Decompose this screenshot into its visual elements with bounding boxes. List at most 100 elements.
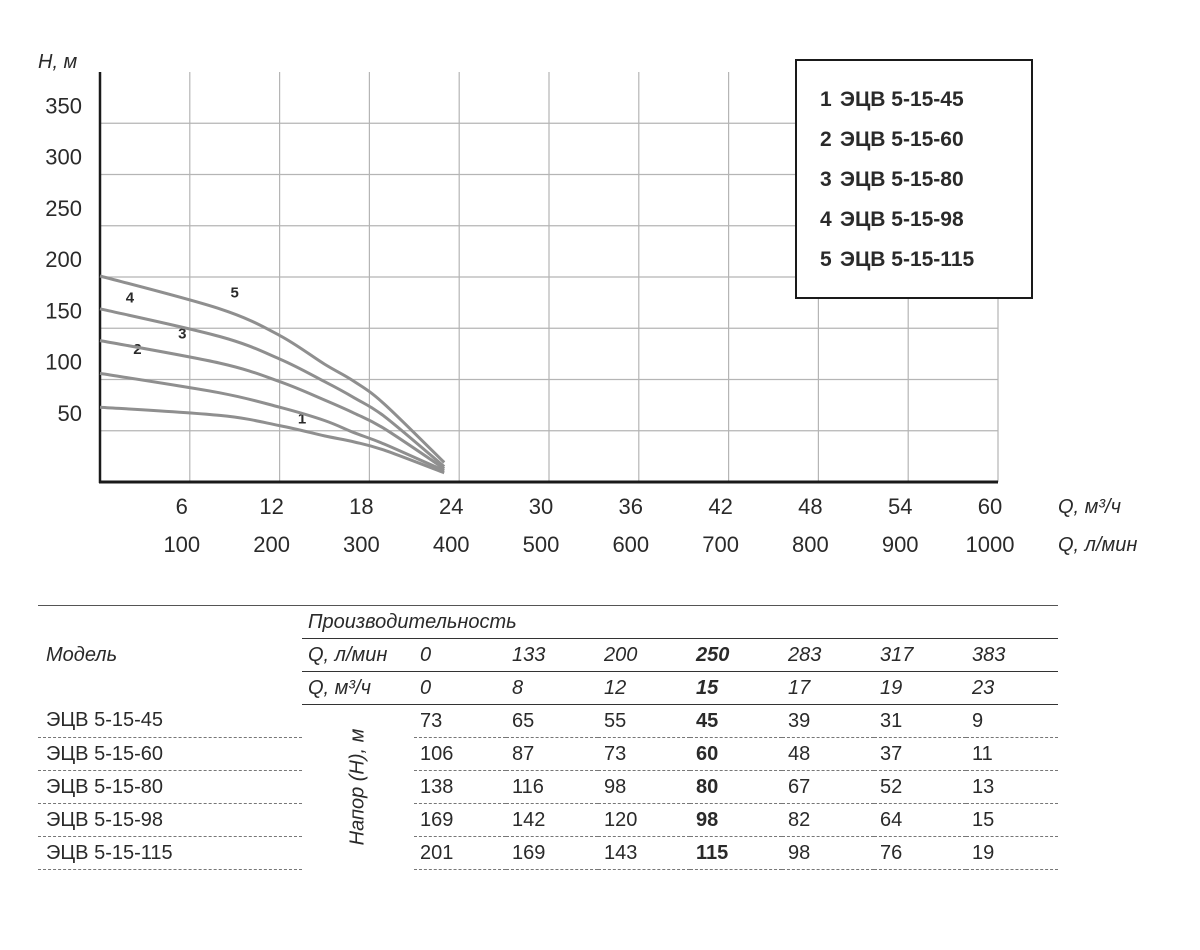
y-axis-label: H, м (38, 51, 78, 73)
series-number-label: 4 (126, 290, 135, 307)
series-line-4 (99, 307, 446, 468)
head-value: 15 (966, 803, 1058, 837)
tick-labels: 5010015020025030035061001220018300244003… (45, 93, 1014, 557)
head-value: 55 (598, 704, 690, 738)
flow-lmin-value: 317 (874, 638, 966, 672)
y-tick-label: 50 (58, 401, 82, 426)
flow-lmin-label: Q, л/мин (302, 638, 414, 672)
x-tick-label-m3h: 6 (176, 494, 188, 519)
x-tick-label-m3h: 18 (349, 494, 373, 519)
flow-m3h-value: 15 (690, 671, 782, 705)
model-name: ЭЦВ 5-15-45 (38, 704, 302, 738)
legend-series-name: ЭЦВ 5-15-60 (840, 128, 964, 151)
x-tick-label-m3h: 36 (619, 494, 643, 519)
model-name: ЭЦВ 5-15-115 (38, 836, 302, 870)
legend-series-name: ЭЦВ 5-15-115 (840, 248, 975, 271)
legend-number: 2 (820, 128, 832, 151)
head-value: 52 (874, 770, 966, 804)
head-value: 142 (506, 803, 598, 837)
legend-series-name: ЭЦВ 5-15-98 (840, 208, 964, 231)
flow-m3h-value: 17 (782, 671, 874, 705)
series-line-5 (99, 274, 446, 464)
x-tick-label-m3h: 12 (259, 494, 283, 519)
head-value: 138 (414, 770, 506, 804)
model-name: ЭЦВ 5-15-98 (38, 803, 302, 837)
flow-m3h-value: 0 (414, 671, 506, 705)
flow-lmin-value: 283 (782, 638, 874, 672)
flow-m3h-value: 23 (966, 671, 1058, 705)
y-tick-label: 350 (45, 93, 82, 118)
head-value: 80 (690, 770, 782, 804)
x-tick-label-m3h: 48 (798, 494, 822, 519)
x-tick-label-lmin: 500 (523, 532, 560, 557)
flow-m3h-value: 8 (506, 671, 598, 705)
performance-table: Модель Производительность Q, л/мин 0 133 200 2… (38, 605, 1058, 870)
model-column-header: Модель (38, 605, 302, 705)
head-value: 31 (874, 704, 966, 738)
model-name: ЭЦВ 5-15-60 (38, 737, 302, 771)
legend-number: 4 (820, 208, 832, 231)
head-value: 120 (598, 803, 690, 837)
head-value: 169 (506, 836, 598, 870)
model-name: ЭЦВ 5-15-80 (38, 770, 302, 804)
head-value: 169 (414, 803, 506, 837)
x-tick-label-lmin: 1000 (966, 532, 1015, 557)
flow-lmin-value: 0 (414, 638, 506, 672)
x-tick-label-m3h: 54 (888, 494, 912, 519)
head-value: 98 (690, 803, 782, 837)
head-label-cell: Напор (H), м (302, 705, 414, 870)
x-tick-label-lmin: 600 (612, 532, 649, 557)
head-value: 106 (414, 737, 506, 771)
head-value: 60 (690, 737, 782, 771)
head-value: 82 (782, 803, 874, 837)
x-tick-label-lmin: 700 (702, 532, 739, 557)
x-tick-label-m3h: 60 (978, 494, 1002, 519)
legend-number: 5 (820, 248, 832, 271)
head-value: 11 (966, 737, 1058, 771)
series-number-label: 1 (298, 411, 306, 428)
series-line-2 (99, 371, 445, 473)
x-tick-label-lmin: 400 (433, 532, 470, 557)
flow-m3h-value: 12 (598, 671, 690, 705)
head-value: 19 (966, 836, 1058, 870)
legend-series-name: ЭЦВ 5-15-45 (840, 88, 964, 111)
y-tick-label: 250 (45, 196, 82, 221)
x-tick-label-m3h: 30 (529, 494, 553, 519)
legend-box (795, 59, 1033, 299)
head-value: 13 (966, 770, 1058, 804)
head-value: 201 (414, 836, 506, 870)
series-number-label: 3 (178, 326, 186, 343)
x-axis-label-m3h: Q, м³/ч (1058, 496, 1121, 518)
x-tick-label-m3h: 24 (439, 494, 463, 519)
flow-lmin-value: 250 (690, 638, 782, 672)
head-value: 39 (782, 704, 874, 738)
head-value: 9 (966, 704, 1058, 738)
head-value: 87 (506, 737, 598, 771)
performance-header: Производительность (302, 605, 1058, 639)
series-number-label: 2 (133, 341, 141, 358)
x-tick-label-lmin: 100 (163, 532, 200, 557)
flow-lmin-value: 383 (966, 638, 1058, 672)
head-value: 73 (414, 704, 506, 738)
head-value: 45 (690, 704, 782, 738)
series-line-3 (99, 339, 446, 470)
head-value: 143 (598, 836, 690, 870)
legend-number: 3 (820, 168, 832, 191)
x-tick-label-lmin: 800 (792, 532, 829, 557)
x-axis-label-lmin: Q, л/мин (1058, 534, 1137, 556)
y-tick-label: 150 (45, 298, 82, 323)
series-line-1 (99, 405, 445, 475)
legend: 1 ЭЦВ 5-15-45 2 ЭЦВ 5-15-60 3 ЭЦВ 5-15-80 4 ЭЦВ… (795, 59, 1033, 299)
y-tick-label: 100 (45, 350, 82, 375)
flow-lmin-value: 200 (598, 638, 690, 672)
head-value: 76 (874, 836, 966, 870)
head-value: 98 (598, 770, 690, 804)
legend-number: 1 (820, 88, 832, 111)
legend-series-name: ЭЦВ 5-15-80 (840, 168, 964, 191)
flow-lmin-value: 133 (506, 638, 598, 672)
curves: 1 2 3 4 5 (99, 274, 446, 475)
head-value: 115 (690, 836, 782, 870)
head-value: 116 (506, 770, 598, 804)
x-tick-label-lmin: 300 (343, 532, 380, 557)
